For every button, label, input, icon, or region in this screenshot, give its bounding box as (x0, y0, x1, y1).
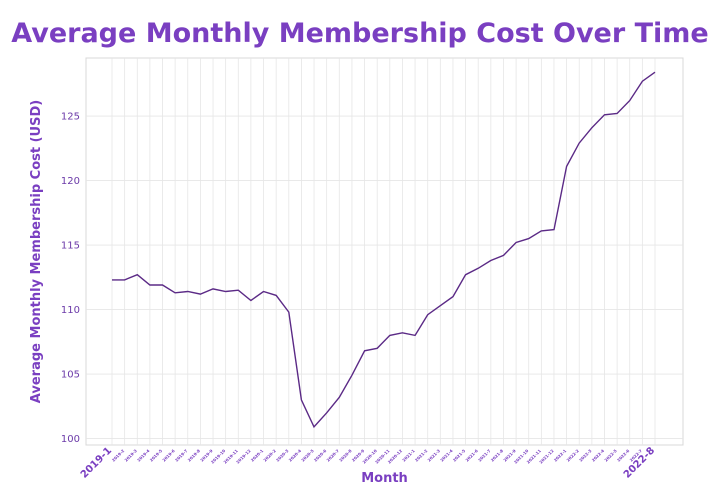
x-tick-label: 2022-5 (603, 448, 618, 463)
x-tick-label: 2020-1 (250, 448, 265, 463)
y-tick-label: 125 (61, 112, 80, 123)
x-tick-label: 2021-2 (414, 448, 429, 463)
grid-lines (86, 58, 683, 445)
x-tick-label: 2022-4 (591, 448, 606, 463)
x-tick-label: 2019-4 (136, 448, 151, 463)
x-tick-label: 2022-6 (616, 448, 631, 463)
y-axis-ticks: 100 105 110 115 120 125 (61, 112, 80, 445)
series-layer (112, 71, 656, 429)
x-tick-label: 2021-4 (439, 448, 454, 463)
x-tick-label: 2020-4 (288, 448, 303, 463)
y-tick-label: 100 (61, 434, 80, 445)
x-tick-label: 2020-3 (275, 448, 290, 463)
x-tick-label: 2022-1 (553, 448, 568, 463)
x-tick-label: 2021-1 (401, 448, 416, 463)
chart-title: Average Monthly Membership Cost Over Tim… (11, 18, 709, 49)
x-tick-label: 2021-3 (426, 448, 441, 463)
x-tick-label: 2019-5 (149, 448, 164, 463)
x-tick-label: 2020-8 (338, 448, 353, 463)
x-axis-label: Month (361, 471, 408, 486)
x-tick-label: 2021-7 (477, 448, 492, 463)
y-axis-label: Average Monthly Membership Cost (USD) (29, 100, 44, 403)
y-tick-label: 110 (61, 305, 80, 316)
x-tick-label: 2019-2 (111, 448, 126, 463)
x-tick-label: 2019-7 (174, 448, 189, 463)
x-tick-label: 2020-5 (300, 448, 315, 463)
y-tick-label: 115 (61, 241, 80, 252)
x-tick-label: 2021-5 (452, 448, 467, 463)
x-tick-label: 2020-6 (313, 448, 328, 463)
y-tick-label: 120 (61, 176, 80, 187)
x-tick-label: 2021-8 (490, 448, 505, 463)
series-line (112, 71, 656, 429)
x-tick-label: 2019-1 (79, 445, 114, 480)
x-tick-label: 2022-2 (565, 448, 580, 463)
x-tick-label: 2019-6 (161, 448, 176, 463)
x-tick-label: 2020-2 (262, 448, 277, 463)
x-tick-label: 2019-8 (187, 448, 202, 463)
y-tick-label: 105 (61, 370, 80, 381)
x-tick-label: 2022-3 (578, 448, 593, 463)
x-tick-label: 2019-3 (123, 448, 138, 463)
x-tick-label: 2021-6 (464, 448, 479, 463)
plot-area (85, 57, 684, 446)
x-tick-label: 2020-7 (325, 448, 340, 463)
